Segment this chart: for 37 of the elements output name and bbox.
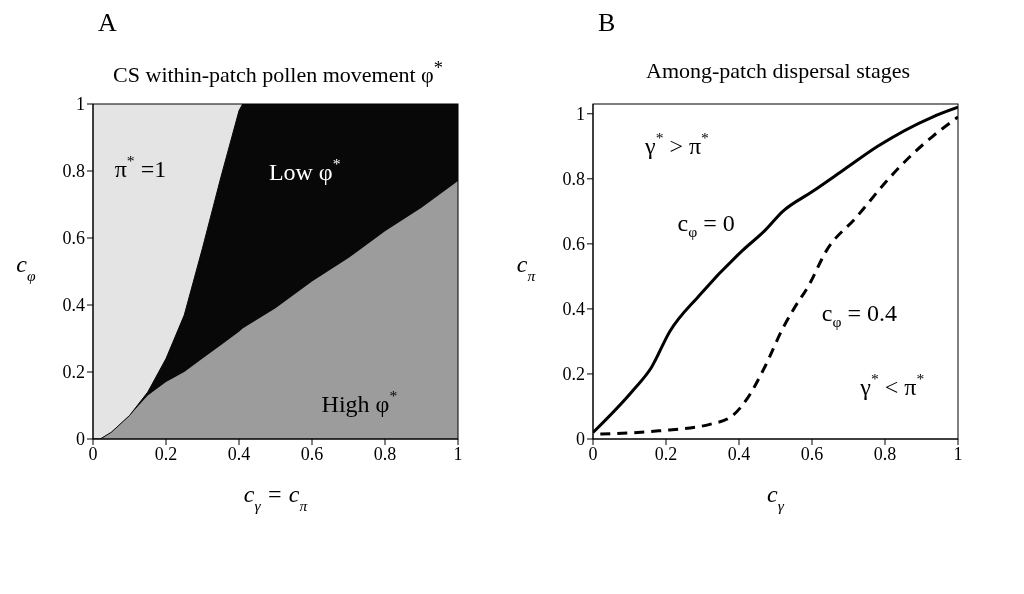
x-tick-label: 0.8	[373, 443, 397, 464]
chart-title: CS within-patch pollen movement φ$^{*}$	[112, 58, 444, 90]
y-tick-label: 0.2	[62, 362, 85, 383]
y-tick-label: 0.8	[562, 169, 585, 190]
y-tick-label: 0.4	[62, 295, 85, 316]
chart-title: Among-patch dispersal stages	[645, 58, 911, 85]
x-tick-label: 1	[953, 443, 963, 464]
y-tick-label: 0.4	[562, 299, 585, 320]
y-axis-title: c$_{φ}$	[16, 250, 37, 283]
annotation: c$_{φ}$ = 0	[677, 209, 735, 240]
annotation: Low φ$^{*}$	[268, 155, 341, 185]
annotation: γ$^{*}$ > π$^{*}$	[644, 128, 710, 159]
x-tick-label: 0.2	[154, 443, 178, 464]
y-tick-label: 1	[76, 94, 85, 115]
y-tick-label: 0.2	[562, 364, 585, 385]
x-tick-label: 0.4	[727, 443, 751, 464]
x-tick-label: 0.6	[800, 443, 824, 464]
y-tick-label: 0.6	[62, 228, 85, 249]
annotation: γ$^{*}$ < π$^{*}$	[859, 369, 925, 400]
y-tick-label: 0	[76, 429, 85, 450]
annotation: High φ$^{*}$	[321, 386, 398, 417]
annotation: π$^{*}$ =1	[114, 152, 167, 182]
x-tick-label: 0.8	[873, 443, 897, 464]
x-tick-label: 0.2	[654, 443, 678, 464]
text: A	[97, 8, 118, 39]
y-tick-label: 0	[576, 429, 585, 450]
y-tick-label: 0.6	[562, 234, 585, 255]
x-tick-label: 0.4	[227, 443, 251, 464]
x-tick-label: 0.6	[300, 443, 324, 464]
x-axis-title: c$_{γ}$ = c$_{π}$	[243, 481, 309, 514]
y-axis-title: c$_{π}$	[516, 250, 537, 283]
text: B	[597, 8, 617, 39]
y-tick-label: 0.8	[62, 161, 85, 182]
annotation: c$_{φ}$ = 0.4	[821, 299, 898, 331]
x-tick-label: 1	[453, 443, 463, 464]
x-axis-title: c$_{γ}$	[767, 481, 785, 514]
y-tick-label: 1	[576, 104, 585, 125]
